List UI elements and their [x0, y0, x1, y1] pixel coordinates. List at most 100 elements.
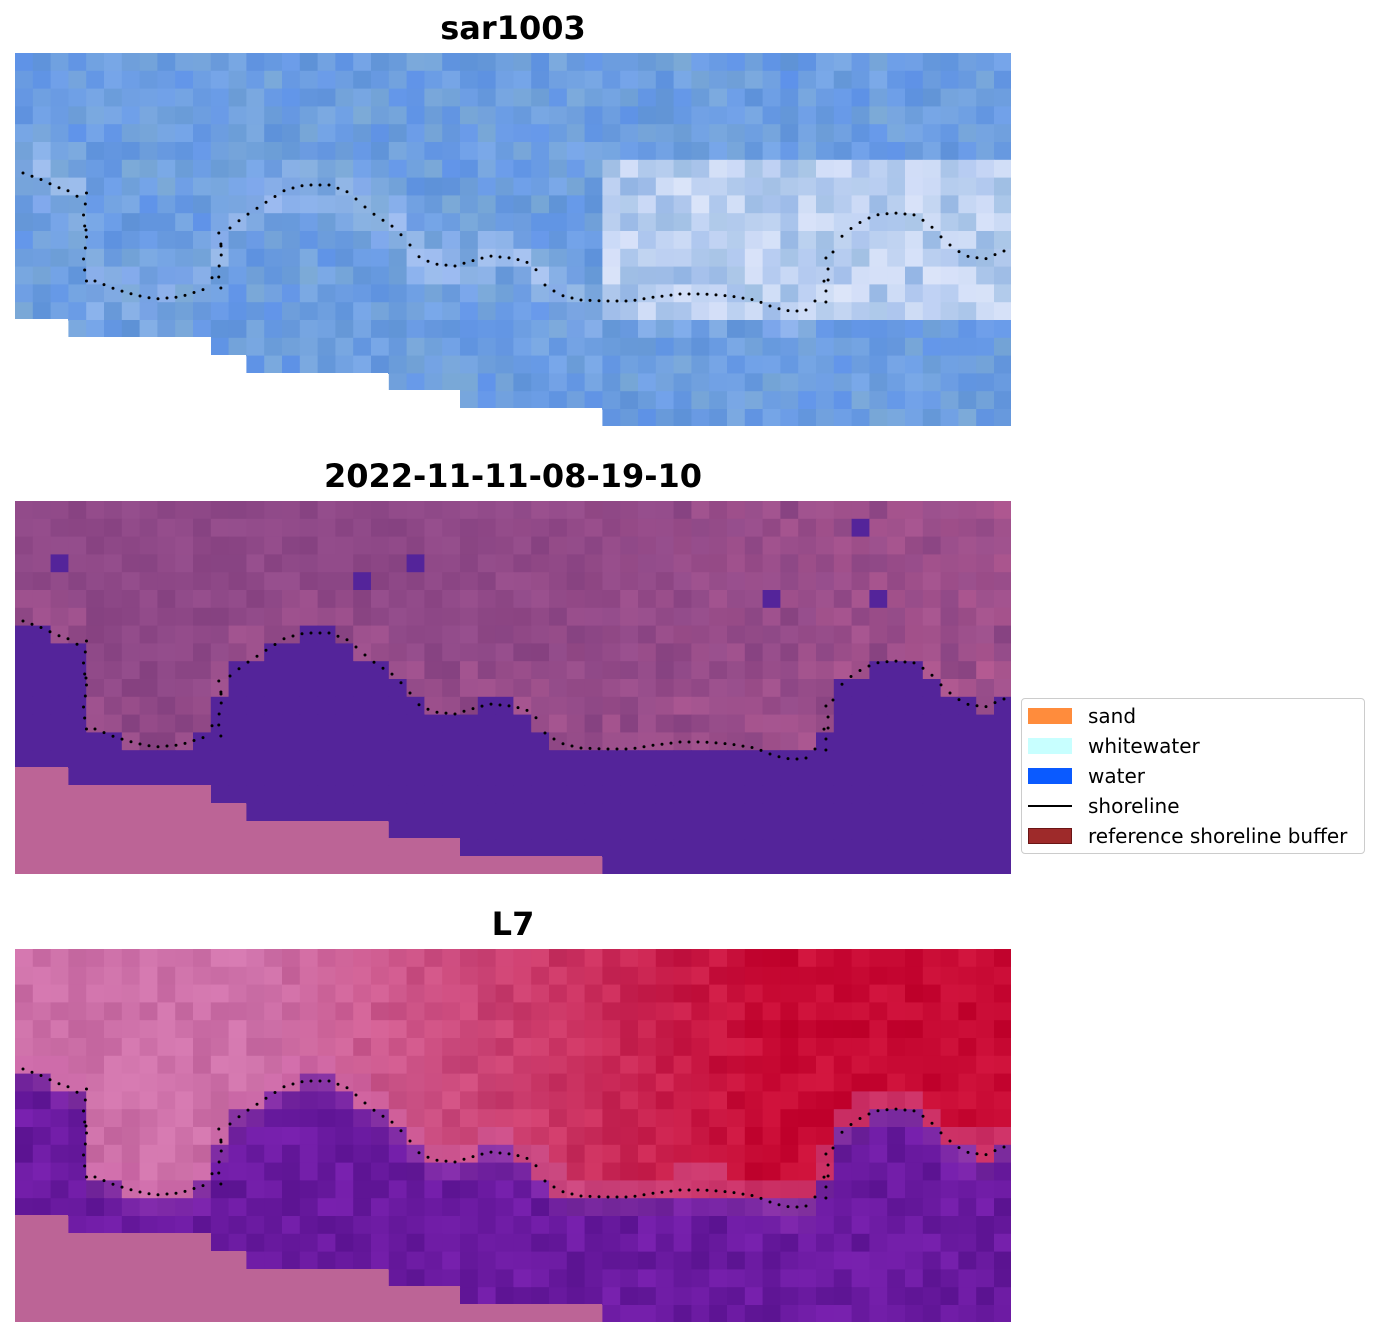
shoreline-point [57, 186, 61, 190]
pixel-cell [602, 554, 621, 573]
pixel-cell [317, 661, 336, 680]
pixel-cell [210, 88, 230, 107]
pixel-cell [406, 643, 425, 662]
pixel-cell [887, 732, 906, 751]
pixel-cell [816, 679, 835, 698]
pixel-cell [816, 572, 835, 591]
shoreline-point [120, 289, 124, 293]
pixel-cell [869, 159, 888, 179]
pixel-cell [638, 839, 657, 858]
pixel-cell [655, 320, 675, 339]
pixel-cell [335, 1073, 354, 1092]
pixel-cell [780, 1216, 799, 1235]
pixel-cell [762, 231, 781, 250]
pixel-cell [246, 785, 265, 805]
pixel-cell [353, 661, 372, 680]
pixel-cell [477, 1055, 497, 1075]
pixel-cell [317, 142, 336, 161]
pixel-cell [940, 679, 959, 698]
pixel-cell [744, 768, 764, 787]
pixel-cell [851, 1216, 870, 1235]
pixel-cell [727, 785, 746, 805]
pixel-cell [104, 320, 123, 339]
shoreline-point [633, 1194, 637, 1198]
pixel-cell [780, 1233, 799, 1253]
pixel-cell [424, 572, 443, 591]
pixel-cell [584, 302, 603, 321]
pixel-cell [531, 231, 550, 250]
pixel-cell [299, 1020, 319, 1039]
pixel-cell [317, 1020, 336, 1039]
pixel-cell [228, 1162, 247, 1181]
pixel-cell [869, 714, 888, 733]
pixel-cell [68, 177, 87, 196]
pixel-cell [833, 1127, 853, 1146]
pixel-cell [869, 803, 888, 822]
pixel-cell [388, 643, 408, 662]
pixel-cell [816, 266, 835, 285]
pixel-cell [869, 1073, 888, 1092]
pixel-cell [958, 501, 977, 520]
pixel-cell [816, 1287, 835, 1306]
pixel-cell [228, 696, 247, 716]
pixel-cell [264, 1216, 283, 1235]
pixel-cell [976, 821, 995, 840]
pixel-cell [210, 124, 230, 143]
pixel-cell [68, 1038, 87, 1057]
legend-label: shoreline [1088, 794, 1180, 818]
shoreline-point [300, 1080, 304, 1084]
pixel-cell [353, 554, 372, 573]
shoreline-point [462, 709, 466, 713]
pixel-cell [620, 803, 639, 822]
pixel-cell [424, 177, 443, 196]
pixel-cell [620, 857, 639, 874]
pixel-cell [780, 768, 799, 787]
pixel-cell [620, 177, 639, 196]
pixel-cell [549, 768, 568, 787]
pixel-cell [602, 1305, 621, 1322]
pixel-cell [869, 231, 888, 250]
shoreline-point [615, 299, 619, 303]
pixel-cell [958, 88, 977, 107]
pixel-cell [371, 195, 390, 214]
pixel-cell [638, 661, 657, 680]
pixel-cell [157, 643, 176, 662]
pixel-cell [299, 1233, 319, 1253]
pixel-cell [335, 1233, 354, 1253]
pixel-cell [246, 984, 265, 1003]
pixel-cell [673, 195, 692, 214]
pixel-cell [780, 501, 799, 520]
pixel-cell [335, 355, 354, 374]
pixel-cell [424, 124, 443, 143]
pixel-cell [371, 518, 390, 538]
pixel-cell [175, 661, 194, 680]
pixel-cell [406, 501, 425, 520]
pixel-cell [282, 1073, 301, 1092]
shoreline-point [273, 643, 277, 646]
pixel-cell [121, 768, 141, 787]
shoreline-point [921, 666, 925, 670]
pixel-cell [709, 857, 728, 874]
pixel-cell [976, 590, 995, 609]
pixel-cell [121, 231, 141, 250]
pixel-cell [193, 590, 212, 609]
shoreline-point [903, 1108, 907, 1112]
pixel-cell [620, 661, 639, 680]
pixel-cell [727, 1233, 746, 1253]
shoreline-point [435, 262, 439, 266]
pixel-cell [424, 1073, 443, 1092]
pixel-cell [780, 625, 799, 644]
pixel-cell [887, 643, 906, 662]
shoreline-point [489, 1150, 493, 1154]
pixel-cell [922, 213, 942, 232]
pixel-cell [566, 1002, 586, 1021]
pixel-cell [940, 337, 959, 357]
shoreline-point [217, 712, 221, 716]
pixel-cell [246, 1180, 265, 1199]
pixel-cell [851, 124, 870, 143]
pixel-cell [50, 248, 69, 268]
shoreline-point [120, 1185, 124, 1189]
pixel-cell [994, 355, 1011, 374]
pixel-cell [744, 661, 764, 680]
pixel-cell [958, 607, 977, 627]
